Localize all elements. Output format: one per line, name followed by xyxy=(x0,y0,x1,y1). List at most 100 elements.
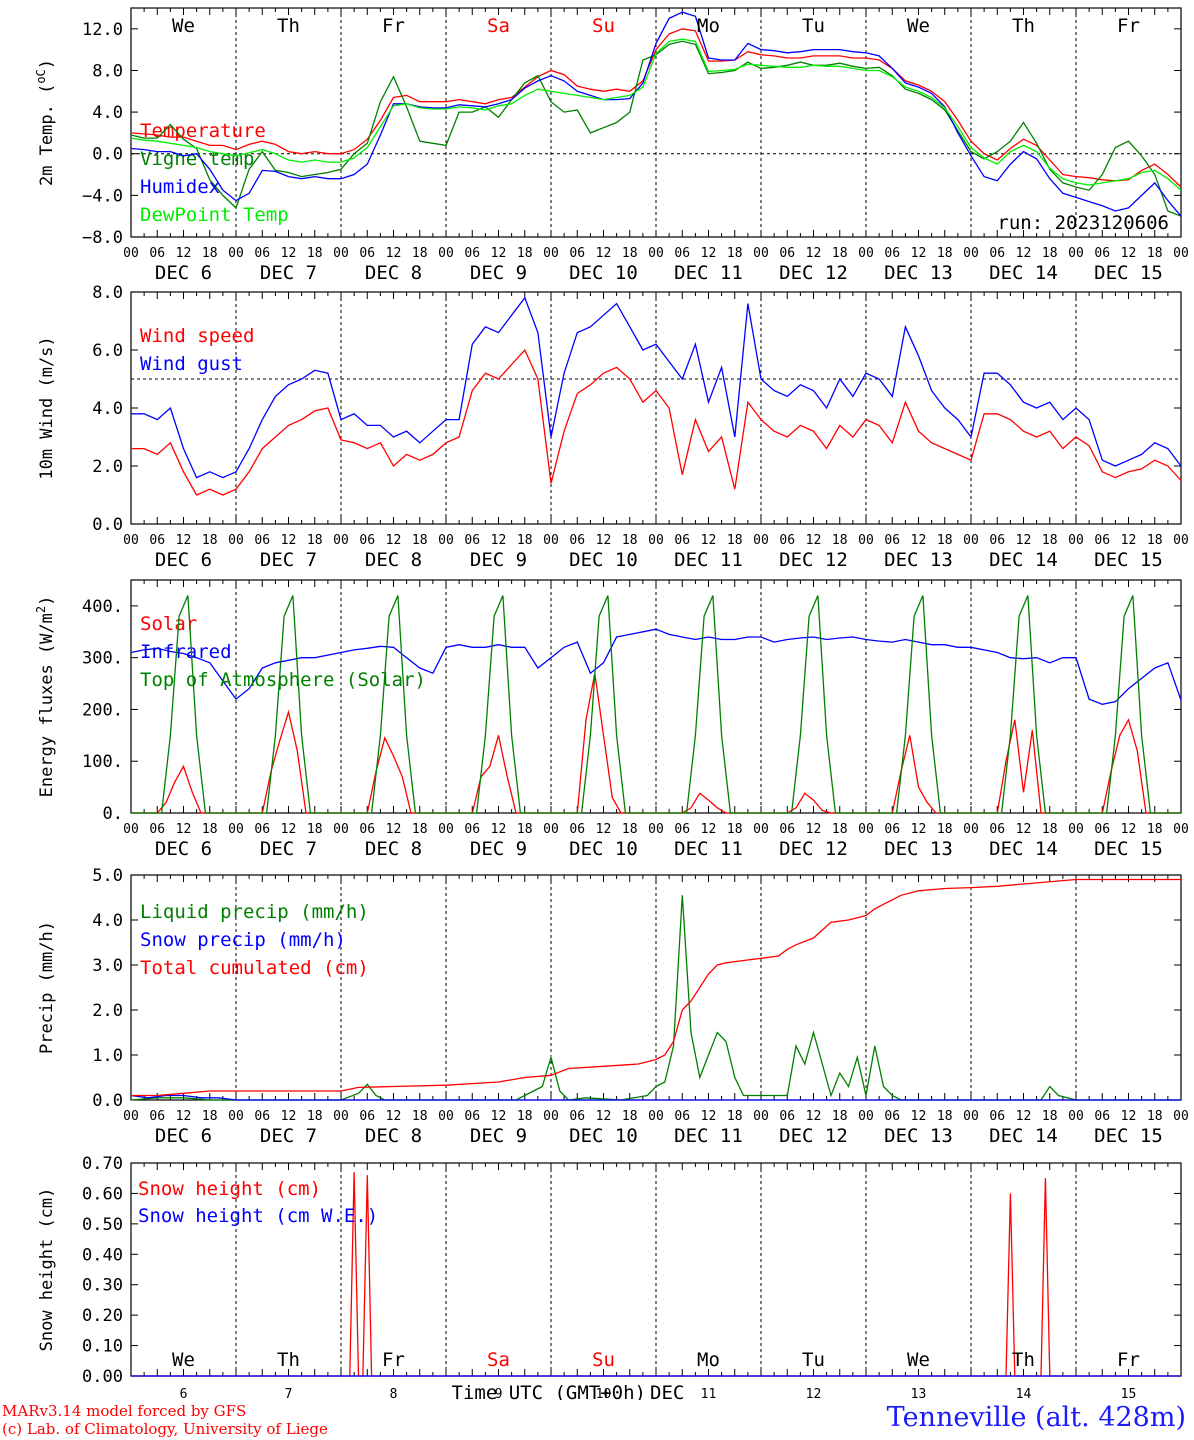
hour-tick-label: 18 xyxy=(202,822,218,837)
hour-tick-label: 00 xyxy=(648,822,664,837)
y-tick-label: 8.0 xyxy=(92,61,123,81)
legend-entry: Snow precip (mm/h) xyxy=(140,929,346,951)
hour-tick-label: 06 xyxy=(989,533,1005,548)
hour-tick-label: 18 xyxy=(307,533,323,548)
hour-tick-label: 06 xyxy=(1094,1109,1110,1124)
hour-tick-label: 12 xyxy=(176,822,192,837)
hour-tick-label: 06 xyxy=(569,1109,585,1124)
hour-tick-label: 00 xyxy=(438,246,454,261)
date-label: DEC 14 xyxy=(989,838,1058,860)
hour-tick-label: 06 xyxy=(884,533,900,548)
hour-tick-label: 12 xyxy=(701,246,717,261)
y-tick-label: 0.0 xyxy=(92,1091,123,1111)
y-axis-label: 10m Wind (m/s) xyxy=(37,336,57,479)
hour-tick-label: 18 xyxy=(832,246,848,261)
date-label: DEC 6 xyxy=(155,838,212,860)
hour-tick-label: 18 xyxy=(517,822,533,837)
series-line-wind-gust xyxy=(131,296,1182,479)
hour-tick-label: 00 xyxy=(543,246,559,261)
y-tick-label: 0.30 xyxy=(82,1276,123,1296)
date-label: DEC 8 xyxy=(365,1125,422,1147)
legend-entry: Top of Atmosphere (Solar) xyxy=(140,669,426,691)
weekday-label: We xyxy=(172,15,195,37)
date-label: DEC 14 xyxy=(989,1125,1058,1147)
hour-tick-label: 00 xyxy=(858,533,874,548)
hour-tick-label: 12 xyxy=(1016,533,1032,548)
hour-tick-label: 06 xyxy=(1094,822,1110,837)
date-label: DEC 6 xyxy=(155,1125,212,1147)
hour-tick-label: 00 xyxy=(228,1109,244,1124)
day-number-label: 8 xyxy=(390,1387,398,1400)
hour-tick-label: 06 xyxy=(989,822,1005,837)
legend-entry: Vigne temp xyxy=(140,148,254,170)
hour-tick-label: 06 xyxy=(359,1109,375,1124)
hour-tick-label: 18 xyxy=(202,246,218,261)
legend-entry: Wind gust xyxy=(140,353,243,375)
hour-tick-label: 00 xyxy=(648,533,664,548)
hour-tick-label: 06 xyxy=(779,822,795,837)
legend-entry: Snow height (cm W.E.) xyxy=(138,1205,378,1227)
hour-tick-label: 18 xyxy=(412,1109,428,1124)
hour-tick-label: 06 xyxy=(464,533,480,548)
weekday-label: Th xyxy=(1012,15,1035,37)
hour-tick-label: 06 xyxy=(674,533,690,548)
hour-tick-label: 06 xyxy=(149,1109,165,1124)
series-line-total-cumulated-cm xyxy=(131,878,1181,1097)
hour-tick-label: 18 xyxy=(412,533,428,548)
hour-tick-label: 12 xyxy=(1121,822,1137,837)
y-tick-label: 12.0 xyxy=(82,20,123,40)
date-label: DEC 14 xyxy=(989,549,1058,571)
hour-tick-label: 18 xyxy=(937,246,953,261)
hour-tick-label: 06 xyxy=(359,246,375,261)
hour-tick-label: 00 xyxy=(1068,822,1084,837)
y-axis-label: 2m Temp. (oC) xyxy=(34,59,57,186)
hour-tick-label: 06 xyxy=(359,822,375,837)
hour-tick-label: 18 xyxy=(517,1109,533,1124)
weekday-label: Th xyxy=(277,15,300,37)
hour-tick-label: 12 xyxy=(806,822,822,837)
hour-tick-label: 18 xyxy=(517,533,533,548)
run-label: run: 2023120606 xyxy=(997,212,1169,234)
day-number-label: 12 xyxy=(806,1387,822,1400)
hour-tick-label: 12 xyxy=(176,1109,192,1124)
y-tick-label: −8.0 xyxy=(82,228,123,248)
legend-entry: Temperature xyxy=(140,120,266,142)
y-axis-label-unit: 2 xyxy=(34,606,48,613)
date-label: DEC 6 xyxy=(155,262,212,284)
series-line-infrared xyxy=(130,628,1182,705)
hour-tick-label: 18 xyxy=(412,822,428,837)
hour-tick-label: 00 xyxy=(753,822,769,837)
hour-tick-label: 00 xyxy=(963,533,979,548)
date-label: DEC 13 xyxy=(884,838,953,860)
hour-tick-label: 12 xyxy=(281,533,297,548)
date-label: DEC 10 xyxy=(569,838,638,860)
station-name: Tenneville (alt. 428m) xyxy=(886,1402,1186,1433)
hour-tick-label: 18 xyxy=(832,533,848,548)
series-line-wind-speed xyxy=(131,348,1182,496)
y-tick-label: 100. xyxy=(82,752,123,772)
date-label: DEC 15 xyxy=(1094,549,1163,571)
hour-tick-label: 18 xyxy=(517,246,533,261)
y-tick-label: 0.40 xyxy=(82,1245,123,1265)
hour-tick-label: 00 xyxy=(1068,1109,1084,1124)
weekday-label: We xyxy=(907,15,930,37)
y-tick-label: 3.0 xyxy=(92,956,123,976)
hour-tick-label: 18 xyxy=(1042,1109,1058,1124)
hour-tick-label: 00 xyxy=(333,1109,349,1124)
hour-tick-label: 00 xyxy=(333,246,349,261)
hour-tick-label: 18 xyxy=(727,822,743,837)
day-number-label: 6 xyxy=(180,1387,188,1400)
weekday-label: Su xyxy=(592,1349,615,1371)
weekday-label: Mo xyxy=(697,1349,720,1371)
hour-tick-label: 12 xyxy=(281,246,297,261)
weekday-label: Fr xyxy=(382,15,405,37)
hour-tick-label: 06 xyxy=(464,822,480,837)
hour-tick-label: 06 xyxy=(884,822,900,837)
series-line-snow-precip-mm-h xyxy=(130,1094,1181,1101)
hour-tick-label: 06 xyxy=(884,246,900,261)
weekday-label: Mo xyxy=(697,15,720,37)
legend-entry: Liquid precip (mm/h) xyxy=(140,901,369,923)
x-axis-label: Time UTC (GMT+0h) xyxy=(452,1382,646,1400)
hour-tick-label: 18 xyxy=(202,1109,218,1124)
hour-tick-label: 00 xyxy=(1173,533,1189,548)
